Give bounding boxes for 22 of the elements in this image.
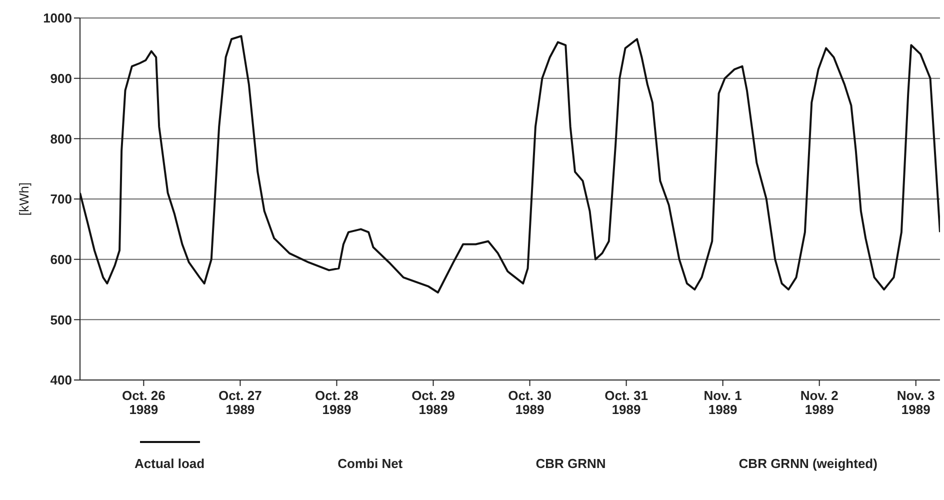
x-tick-label: Nov. 1 1989 xyxy=(704,388,742,417)
y-tick-label: 1000 xyxy=(43,10,72,26)
y-tick-label: 900 xyxy=(50,70,72,86)
y-tick-label: 800 xyxy=(50,131,72,146)
text: Combi Net xyxy=(338,456,403,471)
y-axis-title: [kWh] xyxy=(16,182,32,216)
text: CBR GRNN xyxy=(536,456,606,471)
x-tick-label: Oct. 26 1989 xyxy=(122,388,166,417)
x-tick-label: Oct. 27 1989 xyxy=(218,388,262,417)
line-series xyxy=(80,35,940,294)
x-tick-label: Nov. 2 1989 xyxy=(800,388,838,417)
text: CBR GRNN (weighted) xyxy=(738,456,878,471)
legend-label: Actual load xyxy=(134,456,205,471)
x-tick-label: Oct. 28 1989 xyxy=(315,388,358,417)
x-tick-label: Oct. 30 1989 xyxy=(508,388,552,417)
x-tick-label: Nov. 3 1989 xyxy=(896,388,935,417)
x-tick-label: Oct. 31 1989 xyxy=(604,388,648,417)
y-tick-label: 700 xyxy=(50,192,72,207)
y-tick-label: 500 xyxy=(50,312,72,328)
x-tick-label: Oct. 29 1989 xyxy=(412,388,455,417)
y-tick-label: 400 xyxy=(50,372,72,388)
y-tick-label: 600 xyxy=(50,252,72,267)
